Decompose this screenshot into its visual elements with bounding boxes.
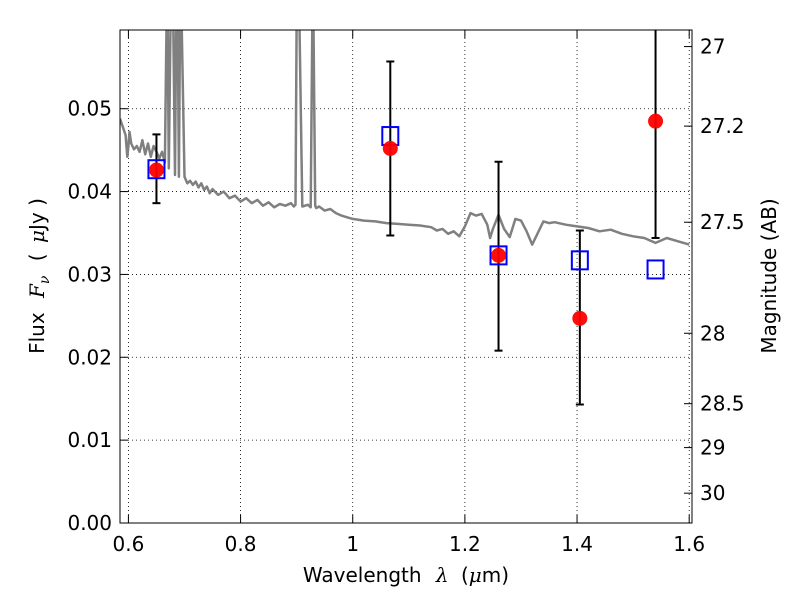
observed-flux-point: [648, 113, 664, 129]
y-tick-label: 0.00: [67, 511, 112, 535]
y-tick-label: 0.04: [67, 180, 112, 204]
y-tick-label: 0.01: [67, 428, 112, 452]
x-axis-label-symbol: λ: [435, 563, 449, 587]
right-tick-label: 29: [700, 436, 725, 460]
x-tick-label: 1.6: [673, 532, 705, 556]
x-tick-label: 1.2: [449, 532, 481, 556]
x-axis-label-unit-open: (: [461, 563, 469, 587]
model-photometry-point: [489, 245, 508, 266]
model-photometry-point: [147, 159, 166, 180]
y-axis-label-symbol: F: [25, 283, 49, 299]
x-axis-label-unit-rest: m): [482, 563, 509, 587]
y-axis-label-unit-mu: μ: [25, 230, 49, 243]
x-tick-label: 1.4: [561, 532, 593, 556]
plot-area: [120, 30, 690, 406]
axis-ticks: 0.6 0.8 1 1.2 1.4 1.6 0.00 0.01 0.02 0.03 0.04 0.05…: [67, 30, 745, 556]
x-tick-label: 0.6: [113, 532, 145, 556]
y-axis-label-subscript: ν: [37, 275, 53, 284]
model-photometry-point: [570, 250, 589, 271]
plot-frame: [119, 29, 693, 524]
model-photometry-point: [646, 259, 665, 280]
right-tick-label: 28.5: [700, 392, 745, 416]
x-axis-label-unit-mu: μ: [469, 563, 482, 587]
right-tick-label: 27.2: [700, 114, 745, 138]
y-axis-label-unit-open: (: [25, 253, 49, 261]
right-tick-label: 30: [700, 481, 725, 505]
x-tick-label: 0.8: [225, 532, 257, 556]
observed-flux-point: [148, 162, 164, 178]
y-axis-label: Flux Fν ( μJy ): [25, 198, 54, 354]
x-axis-label-prefix: Wavelength: [303, 563, 422, 587]
right-tick-label: 27.5: [700, 210, 745, 234]
observed-flux-point: [382, 140, 398, 156]
y-tick-label: 0.03: [67, 262, 112, 286]
observed-flux-point: [491, 247, 507, 263]
y-tick-label: 0.05: [67, 97, 112, 121]
y-axis-label-prefix: Flux: [25, 312, 49, 354]
plot-background: [120, 30, 692, 523]
right-tick-label: 27: [700, 35, 725, 59]
observed-flux-point: [572, 310, 588, 326]
y-axis-label-unit-rest: Jy ): [25, 198, 49, 232]
x-tick-label: 1: [346, 532, 359, 556]
x-axis-label: Wavelength λ (μm): [303, 563, 509, 587]
right-axis-label: Magnitude (AB): [757, 198, 781, 353]
y-tick-label: 0.02: [67, 345, 112, 369]
right-tick-label: 28: [700, 321, 725, 345]
model-spectrum-line: [120, 30, 690, 246]
